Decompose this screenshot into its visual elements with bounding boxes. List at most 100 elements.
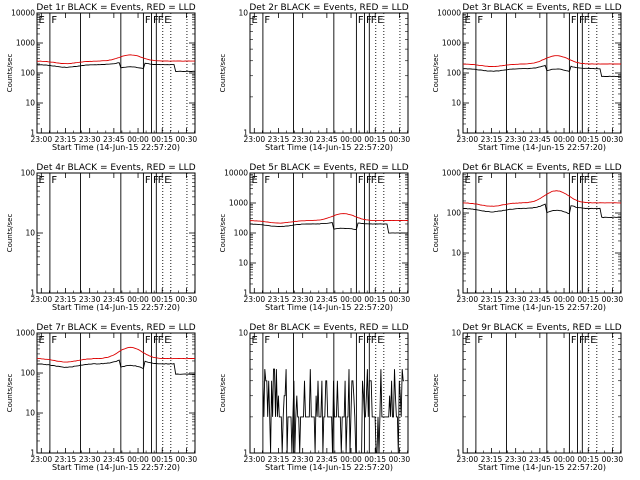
plot-frame	[462, 12, 622, 134]
y-tick-label: 100	[21, 69, 36, 78]
x-axis-label: Start Time (14-Jun-15 22:57:20)	[478, 463, 606, 472]
flag-label: F	[579, 335, 585, 346]
x-tick-label: 00:30	[389, 295, 411, 304]
flag-label: F	[358, 335, 364, 346]
x-tick-label: 00:00	[127, 455, 149, 464]
y-tick-label: 10	[238, 329, 248, 338]
chart-panel-2: Det 2r BLACK = Events, RED = LLD 1 10 Count…	[219, 3, 410, 152]
x-tick-label: 00:30	[602, 455, 624, 464]
flag-label: F	[366, 335, 372, 346]
y-tick-label: 1	[243, 289, 248, 298]
plot-frame	[36, 332, 196, 454]
x-tick-label: 00:30	[389, 455, 411, 464]
plot-frame	[36, 12, 196, 134]
y-axis-label: Counts/sec	[432, 54, 440, 93]
x-tick-label: 23:45	[103, 135, 125, 144]
plot-frame	[462, 172, 622, 294]
x-axis-label: Start Time (14-Jun-15 22:57:20)	[265, 303, 393, 312]
y-axis-label: Counts/sec	[219, 214, 227, 253]
flag-label: F	[371, 15, 377, 26]
x-tick-label: 23:00	[243, 295, 265, 304]
flag-label: F	[584, 335, 590, 346]
flag-label: F	[153, 175, 159, 186]
flag-label: E	[377, 15, 383, 26]
x-tick-label: 00:00	[340, 455, 362, 464]
flag-label: E	[377, 175, 383, 186]
flag-label: F	[158, 15, 164, 26]
y-tick-label: 10000	[11, 9, 35, 18]
plot-frame	[462, 332, 622, 454]
x-tick-label: 00:00	[553, 455, 575, 464]
flag-label: F	[477, 335, 483, 346]
x-tick-label: 00:15	[151, 455, 173, 464]
y-tick-label: 10	[238, 259, 248, 268]
flag-label: F	[371, 335, 377, 346]
flag-label: E	[39, 175, 45, 186]
flag-label: F	[153, 15, 159, 26]
flag-label: F	[584, 15, 590, 26]
flag-label: F	[366, 15, 372, 26]
y-tick-label: 10	[25, 229, 35, 238]
x-tick-label: 23:30	[292, 295, 314, 304]
chart-title: Det 4r BLACK = Events, RED = LLD	[36, 163, 195, 173]
x-tick-label: 00:15	[364, 455, 386, 464]
flag-label: F	[145, 335, 151, 346]
y-tick-label: 10	[25, 99, 35, 108]
x-tick-label: 00:30	[176, 135, 198, 144]
x-tick-label: 23:15	[481, 295, 503, 304]
flag-label: E	[465, 175, 471, 186]
flag-label: F	[153, 335, 159, 346]
flag-label: F	[264, 175, 270, 186]
chart-title: Det 3r BLACK = Events, RED = LLD	[462, 3, 621, 13]
y-tick-label: 10	[451, 99, 461, 108]
flag-label: E	[465, 335, 471, 346]
flag-label: E	[164, 335, 170, 346]
y-axis-label: Counts/sec	[432, 374, 440, 413]
y-tick-label: 1000	[16, 329, 35, 338]
x-tick-label: 23:15	[55, 295, 77, 304]
x-axis-label: Start Time (14-Jun-15 22:57:20)	[478, 143, 606, 152]
x-tick-label: 00:15	[151, 295, 173, 304]
y-axis-label: Counts/sec	[6, 374, 14, 413]
x-tick-label: 23:15	[55, 455, 77, 464]
series-lld-line	[37, 346, 196, 363]
series-lld-line	[462, 55, 621, 68]
x-tick-label: 23:30	[505, 135, 527, 144]
y-axis-label: Counts/sec	[432, 214, 440, 253]
x-tick-label: 23:30	[292, 135, 314, 144]
y-tick-label: 100	[447, 69, 462, 78]
chart-panel-4: Det 4r BLACK = Events, RED = LLD 1 10 100 Co…	[6, 163, 197, 312]
x-tick-label: 23:45	[316, 135, 338, 144]
flag-label: E	[590, 175, 596, 186]
flag-label: E	[377, 335, 383, 346]
y-tick-label: 10	[451, 329, 461, 338]
y-tick-label: 10000	[224, 169, 248, 178]
x-tick-label: 00:00	[553, 135, 575, 144]
x-tick-label: 00:15	[577, 295, 599, 304]
flag-label: E	[39, 335, 45, 346]
x-axis-label: Start Time (14-Jun-15 22:57:20)	[478, 303, 606, 312]
x-tick-label: 23:00	[30, 295, 52, 304]
x-tick-label: 23:00	[456, 455, 478, 464]
flag-label: F	[358, 175, 364, 186]
y-tick-label: 1000	[442, 39, 461, 48]
x-tick-label: 23:30	[292, 455, 314, 464]
x-tick-label: 23:30	[79, 135, 101, 144]
x-tick-label: 23:45	[103, 455, 125, 464]
y-axis-label: Counts/sec	[219, 54, 227, 93]
flag-label: F	[477, 175, 483, 186]
plot-frame	[36, 172, 196, 294]
flag-label: F	[579, 175, 585, 186]
x-axis-label: Start Time (14-Jun-15 22:57:20)	[52, 143, 180, 152]
flag-label: F	[477, 15, 483, 26]
y-tick-label: 1	[243, 129, 248, 138]
x-tick-label: 23:00	[30, 455, 52, 464]
flag-label: E	[164, 175, 170, 186]
x-tick-label: 23:00	[243, 135, 265, 144]
x-tick-label: 23:45	[316, 455, 338, 464]
x-tick-label: 23:30	[505, 455, 527, 464]
y-tick-label: 1	[243, 449, 248, 458]
x-tick-label: 23:45	[529, 135, 551, 144]
chart-title: Det 7r BLACK = Events, RED = LLD	[36, 323, 195, 333]
x-tick-label: 23:15	[481, 455, 503, 464]
